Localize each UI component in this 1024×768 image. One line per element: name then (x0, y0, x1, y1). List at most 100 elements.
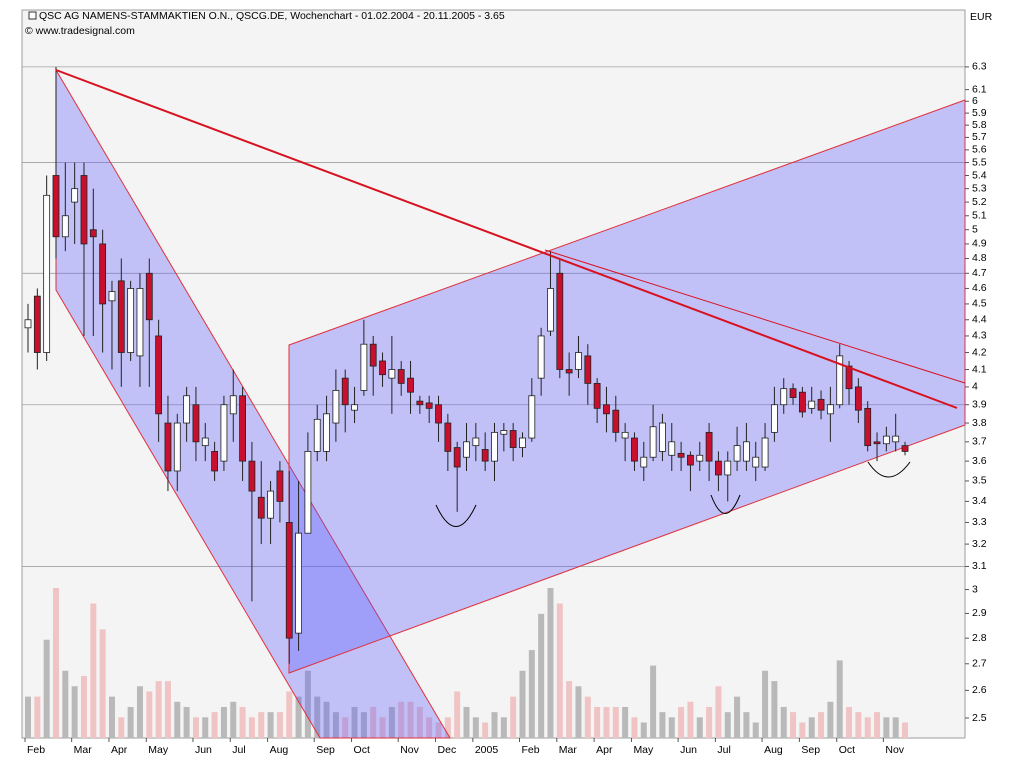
candle-body (481, 449, 489, 462)
y-tick-label: 4.5 (972, 298, 987, 310)
y-tick-label: 3.2 (972, 538, 987, 550)
volume-bar (584, 696, 591, 738)
y-tick-label: 6.3 (972, 61, 987, 73)
volume-bar (538, 613, 545, 738)
y-tick-label: 4.1 (972, 363, 987, 375)
volume-bar (631, 717, 638, 738)
candle-body (668, 441, 676, 456)
candle-body (649, 426, 657, 458)
volume-bar (155, 681, 162, 738)
volume-bar (416, 706, 423, 738)
y-tick-label: 5.1 (972, 210, 987, 222)
x-tick-label: Aug (270, 744, 289, 756)
candle-body (248, 460, 256, 492)
candle-body (882, 435, 890, 445)
candle-body (145, 272, 153, 321)
candle-body (472, 437, 480, 447)
volume-bar (902, 722, 909, 738)
candle-body (313, 418, 321, 452)
candle-body (332, 390, 340, 424)
y-tick-label: 5.8 (972, 119, 987, 131)
candle-body (854, 386, 862, 411)
volume-bar (472, 717, 479, 738)
candle-body (24, 319, 32, 329)
volume-bar (640, 722, 647, 738)
candle-body (845, 365, 853, 390)
candle-body (52, 175, 60, 238)
volume-bar (575, 686, 582, 738)
volume-bar (556, 603, 563, 738)
x-tick-label: May (633, 744, 654, 756)
y-tick-label: 3.5 (972, 475, 987, 487)
volume-bar (444, 717, 451, 738)
volume-bar (388, 706, 395, 738)
candle-body (864, 407, 872, 447)
candle-body (743, 441, 750, 462)
candle-body (164, 422, 172, 472)
volume-bar (435, 722, 442, 738)
x-tick-label: Feb (27, 744, 45, 756)
candle-body (127, 288, 135, 353)
volume-bar (724, 712, 731, 738)
y-tick-label: 4.8 (972, 252, 987, 264)
trend-line (55, 69, 958, 409)
volume-bar (192, 717, 199, 738)
candle-body (61, 215, 69, 238)
candle-body (631, 437, 638, 462)
candle-body (901, 445, 909, 452)
candle-body (192, 404, 200, 443)
volume-bar (491, 712, 498, 738)
volume-bar (71, 686, 78, 738)
volume-bar (780, 706, 787, 738)
y-unit: EUR (970, 11, 993, 23)
x-tick-label: Mar (559, 744, 578, 756)
x-tick-label: Feb (521, 744, 539, 756)
volume-bar (827, 701, 834, 738)
volume-bar (603, 706, 610, 738)
candle-body (388, 369, 396, 379)
volume-bar (146, 691, 153, 738)
volume-bar (90, 603, 97, 738)
candle-body (369, 343, 377, 367)
volume-bar (127, 706, 134, 738)
candle-body (435, 404, 442, 424)
candle-body (696, 454, 704, 462)
x-tick-label: Jun (195, 744, 212, 756)
y-tick-label: 5.9 (972, 107, 987, 119)
volume-bar (500, 717, 507, 738)
trend-lines (55, 69, 966, 527)
y-tick-label: 5.2 (972, 196, 987, 208)
candle-body (519, 437, 526, 448)
candle-body (304, 451, 312, 534)
candle-body (183, 395, 191, 424)
y-tick-label: 4 (972, 381, 978, 393)
y-tick-label: 3 (972, 583, 978, 595)
arc-mark (435, 504, 477, 527)
volume-bar (136, 686, 143, 738)
volume-bar (836, 660, 843, 738)
volume-bar (342, 717, 349, 738)
volume-bar (463, 706, 470, 738)
candle-body (826, 404, 834, 415)
volume-bar (174, 701, 181, 738)
x-tick-label: Jun (680, 744, 697, 756)
x-tick-label: Jul (232, 744, 245, 756)
y-tick-label: 2.7 (972, 658, 987, 670)
volume-bar (202, 717, 209, 738)
x-tick-label: Sep (801, 744, 820, 756)
candle-body (687, 454, 694, 466)
candle-body (892, 435, 900, 443)
volume-bar (612, 706, 619, 738)
x-tick-label: Sep (316, 744, 335, 756)
candle-body (99, 243, 107, 305)
candle-body (229, 395, 237, 415)
candle-body (528, 395, 536, 439)
volume-bar (332, 712, 339, 738)
volume-bar (25, 696, 31, 738)
candle-body (351, 404, 358, 411)
x-tick-label: Aug (764, 744, 783, 756)
volume-bar (286, 691, 293, 738)
volume-bar (528, 650, 535, 738)
volume-bar (220, 706, 227, 738)
candle-body (733, 445, 741, 462)
